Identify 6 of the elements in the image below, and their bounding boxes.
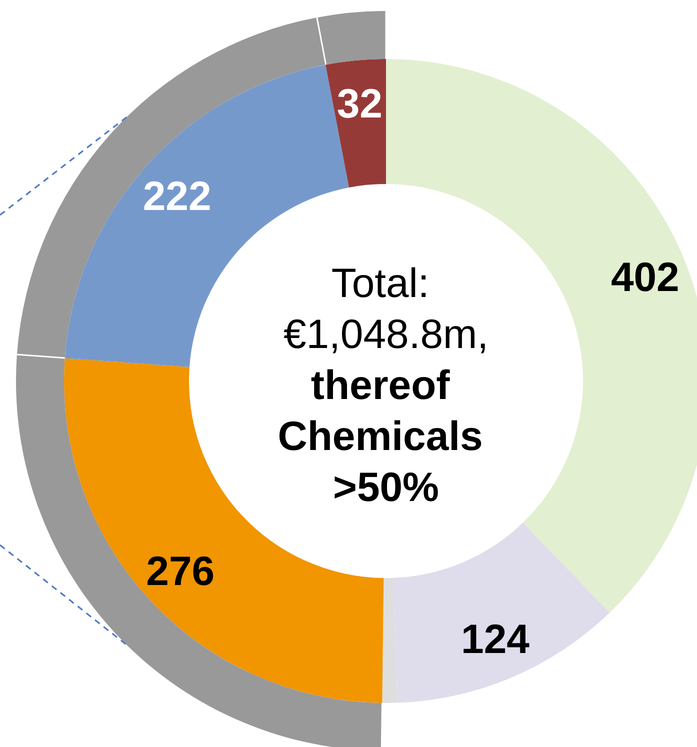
data-label: 222 <box>142 173 212 220</box>
data-label: 124 <box>461 616 530 662</box>
data-label: 276 <box>146 548 215 594</box>
data-label: 402 <box>610 254 680 300</box>
text: thereof Chemicals >50% <box>278 362 494 510</box>
data-label: 32 <box>336 80 382 127</box>
